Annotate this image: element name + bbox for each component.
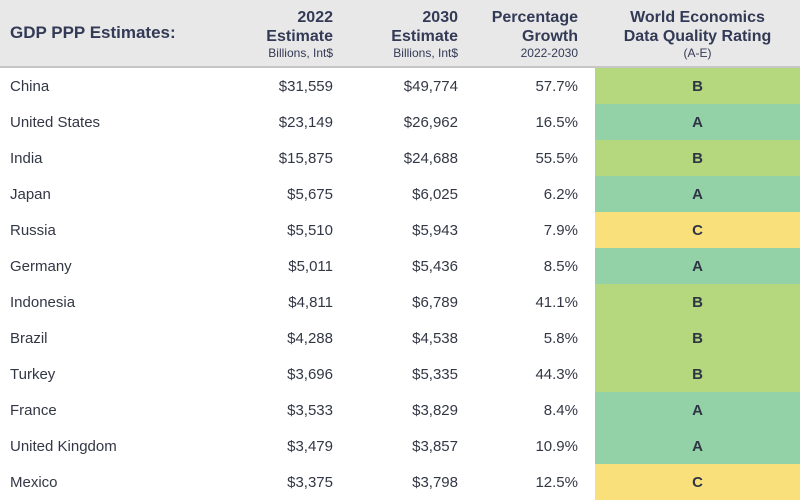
table-row: France $3,533 $3,829 8.4% A: [0, 392, 800, 428]
growth-cell: 41.1%: [535, 293, 578, 311]
estimate-2022-cell: $3,696: [287, 365, 333, 383]
column-header-percentage-growth: Percentage Growth 2022-2030: [460, 0, 595, 66]
table-title: GDP PPP Estimates:: [10, 23, 176, 42]
estimate-2030-cell: $49,774: [403, 77, 458, 95]
country-cell: Indonesia: [10, 293, 76, 311]
column-header-scale: (A-E): [683, 45, 712, 60]
estimate-2022-cell: $31,559: [278, 77, 333, 95]
column-header-line: Growth: [522, 27, 578, 45]
estimate-2022-cell: $5,011: [288, 257, 333, 275]
estimate-2030-cell: $26,962: [403, 113, 458, 131]
country-cell: Brazil: [10, 329, 48, 347]
estimate-2030-cell: $3,829: [412, 401, 458, 419]
column-header-period: 2022-2030: [520, 45, 578, 60]
estimate-2022-cell: $5,510: [287, 221, 333, 239]
estimate-2022-cell: $5,675: [287, 185, 333, 203]
table-row: United Kingdom $3,479 $3,857 10.9% A: [0, 428, 800, 464]
rating-cell: A: [595, 176, 800, 212]
table-row: Japan $5,675 $6,025 6.2% A: [0, 176, 800, 212]
country-cell: India: [10, 149, 43, 167]
rating-cell: B: [595, 68, 800, 104]
rating-cell: B: [595, 356, 800, 392]
estimate-2022-cell: $4,811: [288, 293, 333, 311]
estimate-2022-cell: $3,375: [287, 473, 333, 491]
growth-cell: 44.3%: [535, 365, 578, 383]
country-cell: France: [10, 401, 57, 419]
column-header-2022-estimate: 2022 Estimate Billions, Int$: [150, 0, 335, 66]
growth-cell: 8.4%: [543, 401, 578, 419]
country-cell: Mexico: [10, 473, 58, 491]
table-header: GDP PPP Estimates: 2022 Estimate Billion…: [0, 0, 800, 68]
growth-cell: 57.7%: [535, 77, 578, 95]
growth-cell: 55.5%: [535, 149, 578, 167]
estimate-2022-cell: $15,875: [278, 149, 333, 167]
country-cell: Germany: [10, 257, 72, 275]
rating-cell: A: [595, 248, 800, 284]
growth-cell: 8.5%: [543, 257, 578, 275]
column-header-units: Billions, Int$: [268, 45, 333, 60]
rating-cell: B: [595, 284, 800, 320]
estimate-2030-cell: $5,943: [412, 221, 458, 239]
country-cell: China: [10, 77, 50, 95]
table-row: Indonesia $4,811 $6,789 41.1% B: [0, 284, 800, 320]
growth-cell: 12.5%: [535, 473, 578, 491]
rating-cell: A: [595, 428, 800, 464]
growth-cell: 7.9%: [543, 221, 578, 239]
estimate-2030-cell: $4,538: [412, 329, 458, 347]
estimate-2022-cell: $4,288: [287, 329, 333, 347]
table-row: India $15,875 $24,688 55.5% B: [0, 140, 800, 176]
column-header-units: Billions, Int$: [393, 45, 458, 60]
rating-cell: A: [595, 392, 800, 428]
column-header-line: World Economics: [630, 8, 765, 26]
column-header-2030-estimate: 2030 Estimate Billions, Int$: [335, 0, 460, 66]
estimate-2030-cell: $24,688: [403, 149, 458, 167]
rating-cell: C: [595, 212, 800, 248]
column-header-line: Estimate: [391, 27, 458, 45]
country-cell: United States: [10, 113, 101, 131]
table-row: Turkey $3,696 $5,335 44.3% B: [0, 356, 800, 392]
column-header-line: Data Quality Rating: [623, 27, 772, 45]
rating-cell: B: [595, 140, 800, 176]
table-row: Russia $5,510 $5,943 7.9% C: [0, 212, 800, 248]
column-header-line: Estimate: [266, 27, 333, 45]
growth-cell: 6.2%: [543, 185, 578, 203]
estimate-2030-cell: $6,025: [412, 185, 458, 203]
column-header-line: Percentage: [491, 8, 578, 26]
country-cell: Turkey: [10, 365, 56, 383]
table-row: United States $23,149 $26,962 16.5% A: [0, 104, 800, 140]
estimate-2022-cell: $3,533: [287, 401, 333, 419]
estimate-2022-cell: $23,149: [278, 113, 333, 131]
table-row: Brazil $4,288 $4,538 5.8% B: [0, 320, 800, 356]
estimate-2022-cell: $3,479: [287, 437, 333, 455]
estimate-2030-cell: $3,857: [412, 437, 458, 455]
column-header-data-quality-rating: World Economics Data Quality Rating (A-E…: [595, 0, 800, 66]
column-header-line: 2022: [297, 8, 333, 26]
country-cell: Japan: [10, 185, 51, 203]
growth-cell: 5.8%: [543, 329, 578, 347]
estimate-2030-cell: $5,335: [412, 365, 458, 383]
estimate-2030-cell: $5,436: [412, 257, 458, 275]
growth-cell: 16.5%: [535, 113, 578, 131]
estimate-2030-cell: $3,798: [412, 473, 458, 491]
rating-cell: A: [595, 104, 800, 140]
estimate-2030-cell: $6,789: [412, 293, 458, 311]
growth-cell: 10.9%: [535, 437, 578, 455]
table-body: China $31,559 $49,774 57.7% B United States $2…: [0, 68, 800, 500]
country-cell: Russia: [10, 221, 56, 239]
rating-cell: C: [595, 464, 800, 500]
table-row: Mexico $3,375 $3,798 12.5% C: [0, 464, 800, 500]
rating-cell: B: [595, 320, 800, 356]
table-row: China $31,559 $49,774 57.7% B: [0, 68, 800, 104]
table-row: Germany $5,011 $5,436 8.5% A: [0, 248, 800, 284]
country-cell: United Kingdom: [10, 437, 117, 455]
column-header-line: 2030: [422, 8, 458, 26]
